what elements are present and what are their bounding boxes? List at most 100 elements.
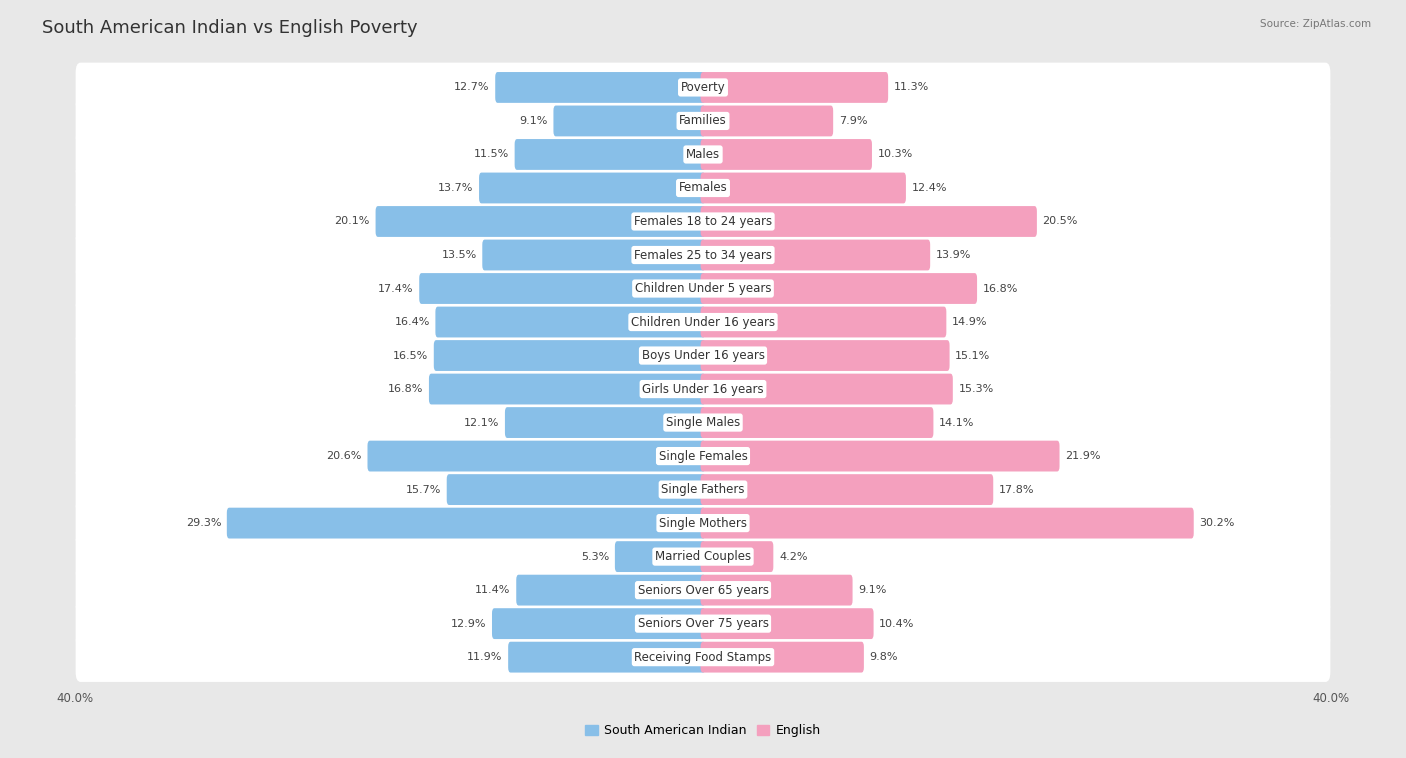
Text: 9.1%: 9.1% [858, 585, 887, 595]
FancyBboxPatch shape [516, 575, 706, 606]
Text: 5.3%: 5.3% [581, 552, 609, 562]
Text: 10.4%: 10.4% [879, 619, 915, 628]
FancyBboxPatch shape [700, 575, 852, 606]
FancyBboxPatch shape [614, 541, 706, 572]
Text: 21.9%: 21.9% [1066, 451, 1101, 461]
Text: 16.4%: 16.4% [394, 317, 430, 327]
Text: Females 25 to 34 years: Females 25 to 34 years [634, 249, 772, 262]
FancyBboxPatch shape [700, 273, 977, 304]
FancyBboxPatch shape [76, 365, 1330, 414]
FancyBboxPatch shape [76, 532, 1330, 581]
FancyBboxPatch shape [76, 498, 1330, 548]
FancyBboxPatch shape [700, 440, 1060, 471]
FancyBboxPatch shape [429, 374, 706, 405]
Text: Seniors Over 65 years: Seniors Over 65 years [637, 584, 769, 597]
FancyBboxPatch shape [479, 173, 706, 203]
FancyBboxPatch shape [508, 642, 706, 672]
FancyBboxPatch shape [447, 475, 706, 505]
FancyBboxPatch shape [76, 130, 1330, 180]
Text: 11.5%: 11.5% [474, 149, 509, 159]
FancyBboxPatch shape [700, 374, 953, 405]
Text: Girls Under 16 years: Girls Under 16 years [643, 383, 763, 396]
FancyBboxPatch shape [700, 608, 873, 639]
FancyBboxPatch shape [76, 163, 1330, 213]
FancyBboxPatch shape [700, 240, 931, 271]
Text: 20.1%: 20.1% [335, 217, 370, 227]
FancyBboxPatch shape [76, 599, 1330, 648]
Text: 16.8%: 16.8% [388, 384, 423, 394]
FancyBboxPatch shape [434, 340, 706, 371]
FancyBboxPatch shape [700, 407, 934, 438]
Text: 13.9%: 13.9% [936, 250, 972, 260]
FancyBboxPatch shape [505, 407, 706, 438]
Text: 16.5%: 16.5% [392, 350, 429, 361]
Text: 9.1%: 9.1% [519, 116, 548, 126]
Text: 15.7%: 15.7% [406, 484, 441, 494]
FancyBboxPatch shape [76, 431, 1330, 481]
Legend: South American Indian, English: South American Indian, English [581, 719, 825, 742]
Text: 4.2%: 4.2% [779, 552, 807, 562]
Text: 20.5%: 20.5% [1043, 217, 1078, 227]
FancyBboxPatch shape [700, 173, 905, 203]
Text: 15.3%: 15.3% [959, 384, 994, 394]
FancyBboxPatch shape [492, 608, 706, 639]
FancyBboxPatch shape [226, 508, 706, 538]
Text: 7.9%: 7.9% [839, 116, 868, 126]
Text: 12.4%: 12.4% [911, 183, 948, 193]
FancyBboxPatch shape [375, 206, 706, 237]
Text: 16.8%: 16.8% [983, 283, 1018, 293]
FancyBboxPatch shape [76, 330, 1330, 381]
Text: Single Mothers: Single Mothers [659, 517, 747, 530]
Text: Single Females: Single Females [658, 449, 748, 462]
FancyBboxPatch shape [495, 72, 706, 103]
FancyBboxPatch shape [76, 264, 1330, 313]
Text: 17.4%: 17.4% [378, 283, 413, 293]
FancyBboxPatch shape [700, 475, 993, 505]
Text: Families: Families [679, 114, 727, 127]
Text: 15.1%: 15.1% [955, 350, 990, 361]
Text: Single Fathers: Single Fathers [661, 483, 745, 496]
Text: 30.2%: 30.2% [1199, 518, 1234, 528]
Text: 14.9%: 14.9% [952, 317, 987, 327]
Text: Children Under 5 years: Children Under 5 years [634, 282, 772, 295]
Text: 20.6%: 20.6% [326, 451, 361, 461]
Text: 17.8%: 17.8% [998, 484, 1035, 494]
Text: Source: ZipAtlas.com: Source: ZipAtlas.com [1260, 19, 1371, 29]
FancyBboxPatch shape [419, 273, 706, 304]
Text: 12.9%: 12.9% [451, 619, 486, 628]
FancyBboxPatch shape [700, 642, 863, 672]
FancyBboxPatch shape [700, 340, 949, 371]
Text: 12.7%: 12.7% [454, 83, 489, 92]
FancyBboxPatch shape [515, 139, 706, 170]
Text: 9.8%: 9.8% [869, 652, 898, 662]
Text: South American Indian vs English Poverty: South American Indian vs English Poverty [42, 19, 418, 37]
Text: 29.3%: 29.3% [186, 518, 221, 528]
FancyBboxPatch shape [367, 440, 706, 471]
FancyBboxPatch shape [76, 96, 1330, 146]
FancyBboxPatch shape [76, 196, 1330, 246]
Text: 12.1%: 12.1% [464, 418, 499, 428]
Text: 10.3%: 10.3% [877, 149, 912, 159]
FancyBboxPatch shape [76, 465, 1330, 515]
FancyBboxPatch shape [700, 105, 834, 136]
FancyBboxPatch shape [700, 139, 872, 170]
Text: 40.0%: 40.0% [1313, 692, 1350, 706]
FancyBboxPatch shape [700, 307, 946, 337]
FancyBboxPatch shape [700, 508, 1194, 538]
FancyBboxPatch shape [76, 632, 1330, 682]
Text: Females: Females [679, 181, 727, 195]
FancyBboxPatch shape [76, 398, 1330, 447]
Text: 11.4%: 11.4% [475, 585, 510, 595]
Text: 13.7%: 13.7% [439, 183, 474, 193]
Text: Males: Males [686, 148, 720, 161]
Text: 13.5%: 13.5% [441, 250, 477, 260]
FancyBboxPatch shape [700, 72, 889, 103]
Text: 40.0%: 40.0% [56, 692, 93, 706]
Text: Females 18 to 24 years: Females 18 to 24 years [634, 215, 772, 228]
FancyBboxPatch shape [436, 307, 706, 337]
FancyBboxPatch shape [76, 230, 1330, 280]
FancyBboxPatch shape [700, 206, 1036, 237]
Text: Married Couples: Married Couples [655, 550, 751, 563]
Text: Boys Under 16 years: Boys Under 16 years [641, 349, 765, 362]
FancyBboxPatch shape [700, 541, 773, 572]
